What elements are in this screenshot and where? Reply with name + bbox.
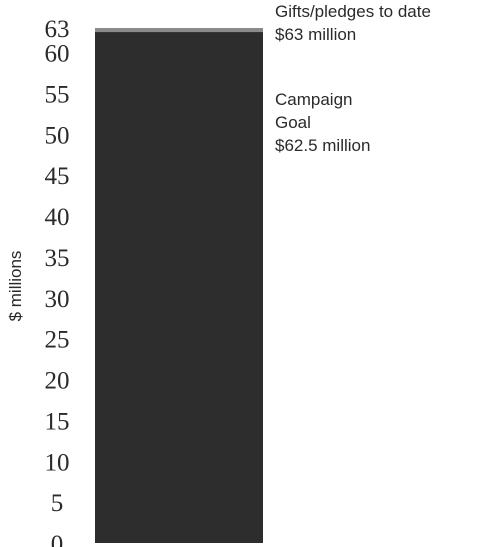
annotation-gifts-line-1: Gifts/pledges to date [275,2,431,21]
y-tick-label: 60 [45,41,70,68]
y-tick-label: 40 [45,204,70,231]
bar-campaign-goal [95,32,263,543]
y-tick-label: 45 [45,163,70,190]
y-tick-label: 50 [45,122,70,149]
y-tick-label: 25 [45,327,70,354]
annotation-goal-line-3: $62.5 million [275,136,371,155]
y-tick-label: 55 [45,81,70,108]
y-tick-label: 35 [45,245,70,272]
y-tick-label: 0 [51,531,64,547]
annotation-goal-line-1: Campaign [275,90,353,109]
y-tick-label: 30 [45,286,70,313]
annotation-gifts: Gifts/pledges to date $63 million [275,0,431,46]
annotation-gifts-line-2: $63 million [275,25,357,44]
bars [95,28,263,543]
annotation-goal-line-2: Goal [275,113,311,132]
annotation-goal: Campaign Goal $62.5 million [275,88,370,157]
y-tick-label: 15 [45,408,70,435]
y-axis-label: $ millions [6,251,25,322]
y-tick-label: 10 [45,449,70,476]
y-tick-label: 5 [51,490,64,517]
y-tick-label: 63 [45,16,70,43]
y-tick-label: 20 [45,368,70,395]
